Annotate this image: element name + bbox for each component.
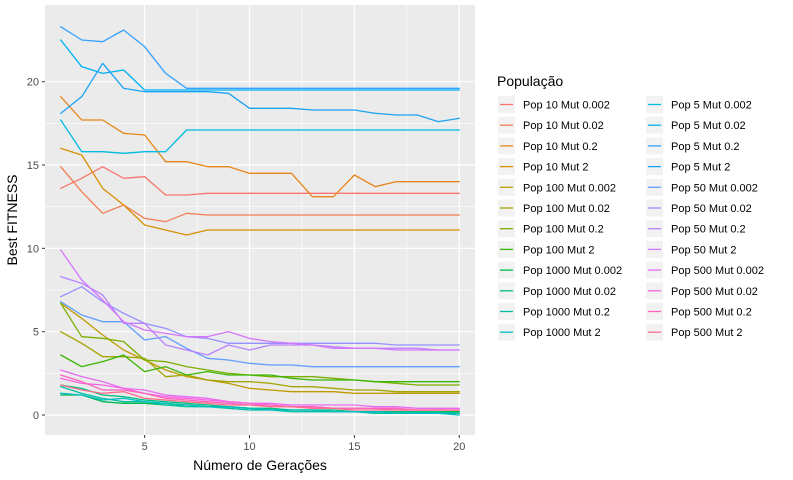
legend-label: Pop 10 Mut 0.2 [523,141,598,153]
legend-label: Pop 5 Mut 0.02 [671,120,746,132]
legend-item: Pop 1000 Mut 0.002 [498,261,622,279]
legend-label: Pop 100 Mut 0.02 [523,203,610,215]
series-line [60,384,460,411]
series-line [60,302,460,394]
y-axis: 0 5 10 15 20 [27,77,45,422]
legend-item: Pop 1000 Mut 0.02 [498,282,616,300]
legend-label: Pop 5 Mut 0.002 [671,100,752,112]
legend-label: Pop 100 Mut 0.002 [523,182,616,194]
series-line [60,331,460,393]
series-line [60,354,460,383]
legend-item: Pop 5 Mut 0.002 [646,96,752,113]
series-line [60,392,460,416]
legend-item: Pop 10 Mut 2 [498,158,588,176]
legend-item: Pop 1000 Mut 2 [498,323,601,341]
legend-label: Pop 10 Mut 0.002 [523,100,610,112]
x-tick-label: 10 [243,441,255,453]
legend-label: Pop 500 Mut 0.02 [671,286,758,298]
series-line [60,119,460,154]
panel-background [45,5,475,435]
legend-item: Pop 50 Mut 0.2 [646,220,746,238]
legend-label: Pop 100 Mut 0.2 [523,224,604,236]
grid-major [45,5,475,435]
legend-label: Pop 5 Mut 2 [671,162,730,174]
legend-item: Pop 50 Mut 2 [646,240,736,258]
x-axis: 5 10 15 20 [142,435,465,453]
legend-label: Pop 1000 Mut 0.02 [523,286,616,298]
y-tick-label: 15 [27,160,39,172]
series-line [60,62,460,123]
series-line [60,147,460,236]
series-line [60,286,460,346]
legend-label: Pop 1000 Mut 0.002 [523,265,622,277]
legend-label: Pop 50 Mut 0.02 [671,203,752,215]
y-tick-label: 5 [33,327,39,339]
legend-label: Pop 50 Mut 0.002 [671,182,758,194]
x-tick-label: 5 [142,441,148,453]
legend-label: Pop 100 Mut 2 [523,244,595,256]
series-line [60,302,460,386]
legend-label: Pop 500 Mut 0.002 [671,265,764,277]
legend-label: Pop 500 Mut 0.2 [671,307,752,319]
y-tick-label: 0 [33,410,39,422]
y-axis-title: Best FITNESS [4,174,20,265]
legend-title: População [497,73,563,89]
legend-item: Pop 500 Mut 0.002 [646,261,764,279]
legend-label: Pop 50 Mut 0.2 [671,224,746,236]
series-line [60,96,460,198]
x-axis-title: Número de Gerações [193,457,327,473]
legend-item: Pop 100 Mut 0.02 [498,199,610,217]
series-line [60,384,460,414]
legend-item: Pop 100 Mut 0.2 [498,220,604,238]
series-line [60,166,460,196]
legend-item: Pop 100 Mut 2 [498,240,595,258]
legend-item: Pop 5 Mut 2 [646,158,730,176]
series-line [60,39,460,91]
legend-item: Pop 500 Mut 0.2 [646,303,752,320]
series-lines [60,26,460,416]
legend-items: Pop 10 Mut 0.002 Pop 10 Mut 0.02 Pop 10 Mu… [498,96,764,341]
series-line [60,374,460,411]
legend-label: Pop 1000 Mut 0.2 [523,307,610,319]
x-tick-label: 15 [348,441,360,453]
x-tick-label: 20 [453,441,465,453]
legend-label: Pop 10 Mut 2 [523,162,588,174]
legend-label: Pop 10 Mut 0.02 [523,120,604,132]
legend-item: Pop 10 Mut 0.2 [498,137,598,155]
legend-item: Pop 10 Mut 0.002 [498,96,610,113]
legend-item: Pop 500 Mut 2 [646,323,743,341]
legend-item: Pop 1000 Mut 0.2 [498,303,610,320]
legend-label: Pop 1000 Mut 2 [523,327,601,339]
legend-label: Pop 5 Mut 0.2 [671,141,740,153]
legend-label: Pop 50 Mut 2 [671,244,736,256]
series-line [60,166,460,223]
legend-item: Pop 50 Mut 0.002 [646,178,758,196]
legend-item: Pop 100 Mut 0.002 [498,178,616,196]
series-line [60,26,460,89]
series-line [60,249,460,351]
legend-item: Pop 50 Mut 0.02 [646,199,752,217]
legend-item: Pop 5 Mut 0.2 [646,137,740,155]
legend-item: Pop 500 Mut 0.02 [646,282,758,300]
legend-item: Pop 10 Mut 0.02 [498,116,604,134]
legend-item: Pop 5 Mut 0.02 [646,116,746,134]
grid-minor [45,5,475,435]
y-tick-label: 10 [27,243,39,255]
y-tick-label: 20 [27,77,39,89]
legend-label: Pop 500 Mut 2 [671,327,743,339]
series-line [60,301,460,368]
